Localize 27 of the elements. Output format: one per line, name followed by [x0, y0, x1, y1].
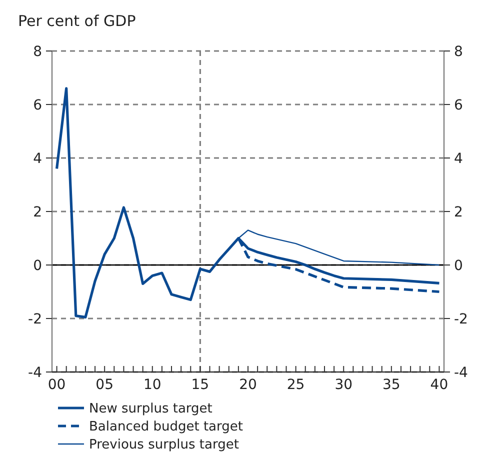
y-tick-label: 6: [33, 97, 42, 114]
y2-tick-label: 4: [454, 150, 463, 167]
x-tick-label: 00: [48, 377, 66, 393]
x-tick-label: 20: [239, 377, 257, 393]
y2-tick-label: -4: [454, 364, 468, 381]
y-tick-label: 4: [33, 150, 42, 167]
y2-tick-label: -2: [454, 311, 468, 328]
x-tick-label: 05: [96, 377, 114, 393]
x-tick-label: 30: [334, 377, 353, 393]
legend-label: Balanced budget target: [89, 420, 243, 435]
y2-tick-label: 0: [454, 258, 463, 274]
legend-label: Previous surplus target: [89, 438, 239, 453]
y2-tick-label: 2: [454, 204, 463, 220]
y2-tick-label: 8: [454, 44, 463, 60]
x-tick-label: 40: [430, 377, 448, 393]
y-tick-label: 0: [33, 258, 42, 274]
x-tick-label: 25: [286, 377, 305, 393]
legend-label: New surplus target: [89, 402, 212, 417]
y-tick-label: -2: [28, 311, 42, 328]
y-tick-label: 8: [33, 44, 42, 60]
x-tick-label: 10: [143, 377, 162, 393]
chart-subtitle: Per cent of GDP: [18, 12, 136, 30]
y-tick-label: 2: [33, 204, 42, 220]
x-tick-label: 35: [382, 377, 400, 393]
y2-tick-label: 6: [454, 97, 463, 114]
x-tick-label: 15: [191, 377, 210, 393]
y-tick-label: -4: [28, 364, 42, 381]
